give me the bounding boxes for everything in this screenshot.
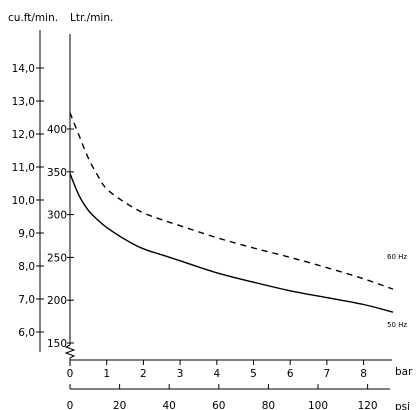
bar-tick-label: 3 [177, 368, 184, 380]
cfm-tick-label: 10,0 [12, 195, 35, 207]
cfm-axis-unit: cu.ft/min. [8, 12, 58, 24]
psi-axis-unit: psi [395, 401, 410, 410]
lpm-tick-label: 300 [47, 210, 67, 222]
lpm-axis-unit: Ltr./min. [70, 12, 113, 24]
cfm-tick-label: 11,0 [12, 162, 35, 174]
series-50hz-label: 50 Hz [387, 321, 407, 329]
lpm-tick-label: 250 [47, 252, 67, 264]
cfm-tick-label: 7,0 [18, 294, 35, 306]
cfm-tick-label: 9,0 [18, 228, 35, 240]
lpm-axis-ticks: 150 200 250 300 350 400 [47, 124, 74, 350]
psi-tick-label: 120 [358, 400, 378, 410]
bar-tick-label: 1 [103, 368, 110, 380]
series-60hz-line [69, 112, 394, 290]
cfm-tick-label: 6,0 [18, 327, 35, 339]
bar-tick-label: 7 [324, 368, 331, 380]
bar-tick-label: 8 [360, 368, 367, 380]
psi-tick-label: 100 [308, 400, 328, 410]
psi-tick-label: 40 [163, 400, 176, 410]
series-50hz-line [69, 173, 394, 313]
lpm-axis-break [64, 344, 76, 366]
lpm-tick-label: 150 [47, 338, 67, 350]
psi-tick-label: 20 [113, 400, 126, 410]
bar-axis-unit: bar [395, 366, 413, 378]
cfm-tick-label: 13,0 [12, 96, 35, 108]
bar-axis-ticks: 0 1 2 3 4 5 6 7 8 [67, 360, 367, 380]
bar-tick-label: 2 [140, 368, 147, 380]
lpm-tick-label: 400 [47, 124, 67, 136]
psi-tick-label: 80 [262, 400, 275, 410]
lpm-tick-label: 200 [47, 295, 67, 307]
cfm-tick-label: 12,0 [12, 129, 35, 141]
cfm-tick-label: 14,0 [12, 63, 35, 75]
bar-tick-label: 4 [213, 368, 220, 380]
bar-tick-label: 6 [287, 368, 294, 380]
series-60hz-label: 60 Hz [387, 253, 407, 261]
lpm-tick-label: 350 [47, 167, 67, 179]
cfm-axis-ticks: 6,0 7,0 8,0 9,0 10,0 11,0 12,0 13,0 14,0 [12, 63, 44, 339]
bar-tick-label: 0 [67, 368, 74, 380]
cfm-tick-label: 8,0 [18, 261, 35, 273]
bar-tick-label: 5 [250, 368, 257, 380]
psi-axis-ticks: 0 20 40 60 80 100 120 [67, 384, 378, 410]
psi-tick-label: 60 [212, 400, 225, 410]
psi-tick-label: 0 [67, 400, 74, 410]
